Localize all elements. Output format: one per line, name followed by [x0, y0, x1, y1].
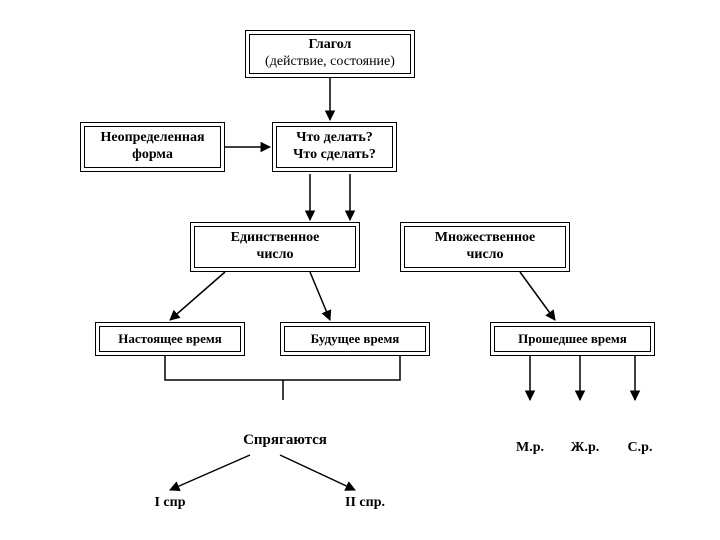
node-singular-l2: число	[231, 247, 320, 264]
node-plural: Множественное число	[400, 222, 570, 272]
node-questions-l2: Что сделать?	[293, 147, 376, 164]
node-verb: Глагол (действие, состояние)	[245, 30, 415, 78]
node-questions-l1: Что делать?	[293, 130, 376, 147]
node-present: Настоящее время	[95, 322, 245, 356]
label-conj1: I спр	[135, 495, 205, 511]
connector-layer	[0, 0, 720, 540]
node-present-l1: Настоящее время	[118, 331, 222, 347]
node-past-l1: Прошедшее время	[518, 331, 627, 347]
node-verb-title: Глагол	[265, 37, 395, 54]
label-fem: Ж.р.	[560, 440, 610, 456]
node-plural-l2: число	[435, 247, 536, 264]
diagram-root: { "type": "flowchart", "background_color…	[0, 0, 720, 540]
node-infinitive-l2: форма	[100, 147, 204, 164]
node-questions: Что делать? Что сделать?	[272, 122, 397, 172]
node-future: Будущее время	[280, 322, 430, 356]
label-neut: С.р.	[615, 440, 665, 456]
node-singular: Единственное число	[190, 222, 360, 272]
node-past: Прошедшее время	[490, 322, 655, 356]
node-verb-subtitle: (действие, состояние)	[265, 54, 395, 71]
node-singular-l1: Единственное	[231, 230, 320, 247]
label-conj2: II спр.	[330, 495, 400, 511]
label-masc: М.р.	[505, 440, 555, 456]
label-conjugate: Спрягаются	[225, 432, 345, 449]
node-future-l1: Будущее время	[311, 331, 400, 347]
node-infinitive: Неопределенная форма	[80, 122, 225, 172]
node-plural-l1: Множественное	[435, 230, 536, 247]
node-infinitive-l1: Неопределенная	[100, 130, 204, 147]
